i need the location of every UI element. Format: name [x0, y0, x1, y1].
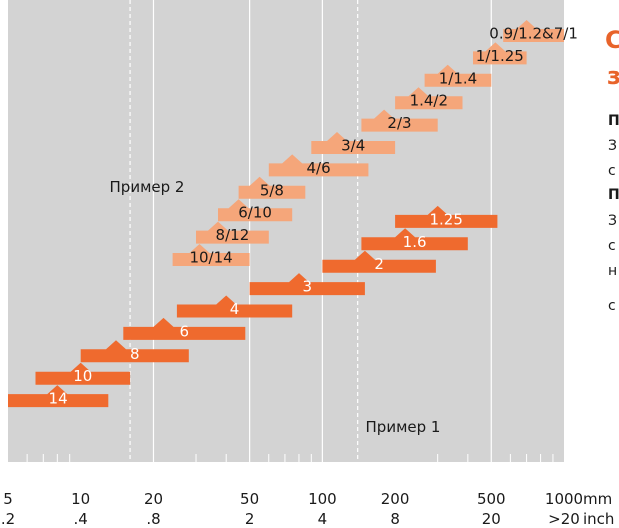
annotation-example-2: Пример 2 [110, 178, 185, 196]
bar-4/6: 4/6 [268, 154, 369, 177]
bar-5/8: 5/8 [238, 176, 306, 199]
bar-shape [176, 295, 293, 318]
bar-label: 6 [180, 322, 190, 340]
side-panel-text-1-line-1: З [608, 138, 617, 154]
side-panel-heading-1: П [608, 113, 619, 129]
bar-shape [395, 87, 463, 110]
bar-label: 1.4/2 [410, 92, 448, 110]
bar-label: 1.25 [429, 210, 462, 228]
bar-1.25: 1.25 [395, 205, 498, 228]
inch-tick-label: .4 [74, 510, 88, 528]
bar-1/1.4: 1/1.4 [424, 64, 492, 87]
bar-shape [35, 362, 131, 385]
bar-2/3: 2/3 [361, 109, 438, 132]
inch-tick-label: 20 [482, 510, 501, 528]
mm-tick-label: 10 [71, 490, 90, 508]
bar-label: 4 [230, 300, 240, 318]
mm-tick-label: 20 [144, 490, 163, 508]
bar-8/12: 8/12 [196, 221, 269, 244]
bar-1.4/2: 1.4/2 [395, 87, 463, 110]
side-panel-title-line-1: С [605, 26, 619, 54]
bar-label: 10/14 [189, 249, 232, 267]
bar-label: 2/3 [387, 114, 411, 132]
bar-shape [361, 109, 438, 132]
plot-background [8, 0, 564, 462]
bar-6: 6 [123, 317, 246, 340]
side-panel-text-2-line-1: З [608, 213, 617, 229]
bar-label: 1.6 [403, 233, 427, 251]
bar-shape [196, 221, 269, 244]
side-panel-heading-2: П [608, 187, 619, 203]
minor-ticks [26, 454, 554, 462]
bar-shape [249, 273, 365, 296]
side-panel: С з П З с П З с н с [605, 26, 619, 314]
mm-tick-label: 500 [477, 490, 506, 508]
bar-shape [238, 176, 306, 199]
bar-4: 4 [176, 295, 293, 318]
bar-0.9/1.2&7/1: 0.9/1.2&7/1 [489, 20, 578, 43]
bar-shape [473, 42, 527, 65]
mm-tick-label: 100 [308, 490, 337, 508]
inch-axis: inch .2 .4 .8 2 4 8 20 >20 [1, 510, 615, 528]
bar-label: 1/1.4 [439, 69, 477, 87]
bars: 0.9/1.2&7/1 1/1.25 1/1.4 1.4/2 2/3 3/4 4/6 5/8 6… [8, 20, 578, 408]
bar-label: 6/10 [238, 204, 272, 222]
bar-label: 10 [73, 367, 92, 385]
bar-shape [218, 199, 293, 222]
annotations: Пример 2 Пример 1 [110, 178, 441, 436]
bar-8: 8 [80, 340, 189, 363]
bar-1.6: 1.6 [361, 228, 468, 251]
bar-label: 3 [303, 278, 313, 296]
bar-3: 3 [249, 273, 365, 296]
bar-1/1.25: 1/1.25 [473, 42, 527, 65]
bar-label: 8 [130, 345, 140, 363]
bar-shape [268, 154, 369, 177]
inch-tick-label: >20 [548, 510, 580, 528]
side-panel-text-1-line-2: с [608, 163, 616, 179]
mm-axis-unit: mm [583, 490, 612, 508]
bar-shape [503, 20, 564, 42]
bar-label: 2 [374, 255, 384, 273]
bar-shape [395, 205, 498, 228]
bar-label: 8/12 [216, 226, 250, 244]
inch-tick-label: 2 [245, 510, 255, 528]
bar-shape [8, 385, 109, 408]
bar-shape [311, 132, 396, 154]
inch-tick-label: 4 [318, 510, 328, 528]
side-panel-text-2-line-3: н [608, 263, 617, 279]
bar-shape [424, 64, 492, 87]
bar-6/10: 6/10 [218, 199, 293, 222]
bar-shape [123, 317, 246, 340]
bar-2: 2 [322, 250, 436, 273]
bar-14: 14 [8, 385, 109, 408]
bar-shape [361, 228, 468, 251]
inch-tick-label: .2 [1, 510, 15, 528]
bar-shape [322, 250, 436, 273]
bar-label: 5/8 [260, 181, 284, 199]
bar-shape [172, 244, 250, 266]
mm-tick-label: 5 [3, 490, 13, 508]
bar-10/14: 10/14 [172, 244, 250, 267]
bar-label: 0.9/1.2&7/1 [489, 25, 578, 43]
mm-tick-label: 1000 [545, 490, 583, 508]
bar-3/4: 3/4 [311, 132, 396, 155]
mm-axis: mm 5 10 20 50 100 200 500 1000 [3, 490, 612, 508]
side-panel-text-2-line-4: с [608, 298, 616, 314]
annotation-example-1: Пример 1 [366, 418, 441, 436]
mm-tick-label: 50 [240, 490, 259, 508]
bar-10: 10 [35, 362, 131, 385]
mm-tick-label: 200 [381, 490, 410, 508]
side-panel-title-line-2: з [607, 62, 619, 90]
bar-label: 14 [49, 390, 68, 408]
bar-label: 4/6 [307, 159, 331, 177]
inch-axis-unit: inch [583, 510, 614, 528]
bar-label: 1/1.25 [476, 47, 524, 65]
side-panel-text-2-line-2: с [608, 238, 616, 254]
bar-shape [80, 340, 189, 363]
inch-tick-label: 8 [390, 510, 400, 528]
inch-tick-label: .8 [146, 510, 160, 528]
bar-label: 3/4 [341, 137, 365, 155]
